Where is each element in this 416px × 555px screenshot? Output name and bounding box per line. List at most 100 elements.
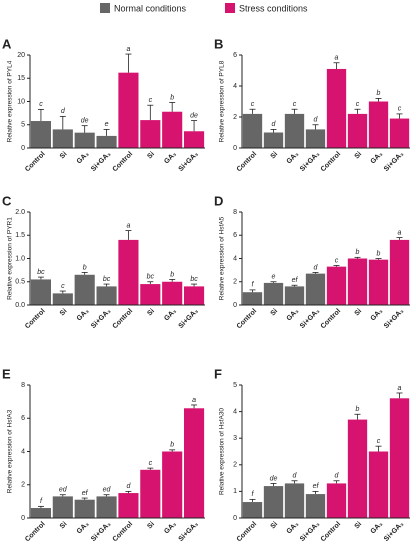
x-tick-label: Control [112, 521, 135, 544]
x-tick-label: Control [112, 308, 135, 331]
bar [242, 502, 263, 518]
bar [184, 286, 205, 305]
bar [118, 493, 139, 518]
bar [118, 239, 139, 305]
bar [52, 129, 73, 148]
legend-label: Normal conditions [114, 3, 187, 13]
y-tick-label: 3 [233, 435, 237, 442]
significance-letter: ed [103, 487, 112, 494]
significance-letter: f [252, 282, 255, 289]
significance-letter: ef [82, 490, 89, 497]
bar [52, 293, 73, 305]
panel-label: E [2, 366, 11, 381]
y-tick-label: 6 [21, 415, 25, 422]
significance-letter: e [272, 274, 276, 281]
bar [284, 286, 305, 305]
significance-letter: b [377, 90, 381, 97]
x-tick-label: Si [270, 521, 280, 531]
legend-label: Stress conditions [239, 3, 308, 13]
y-axis-title: Relative expression of PYR1 [7, 217, 14, 300]
significance-letter: bc [103, 276, 111, 283]
significance-letter: c [356, 101, 360, 108]
bar [162, 281, 183, 305]
y-axis-title: Relative expression of HsfA3 [7, 409, 14, 493]
significance-letter: a [192, 397, 196, 404]
x-tick-label: Si [59, 151, 69, 161]
significance-letter: de [270, 475, 278, 482]
x-tick-label: GA₃ [370, 308, 385, 323]
significance-letter: a [335, 55, 339, 62]
significance-letter: a [126, 46, 130, 53]
x-tick-label: Si+GA₃ [383, 308, 405, 330]
bar [326, 266, 347, 305]
bar [118, 72, 139, 148]
bar [305, 273, 326, 305]
y-tick-label: 0 [233, 145, 237, 152]
bar [184, 408, 205, 518]
bar [30, 121, 51, 148]
y-tick-label: 5 [21, 122, 25, 129]
panel-label: B [214, 36, 223, 51]
y-tick-label: 0.0 [15, 302, 25, 309]
bar [263, 132, 284, 148]
bar [368, 101, 389, 148]
y-tick-label: 6 [233, 232, 237, 239]
x-tick-label: GA₃ [76, 308, 91, 323]
y-tick-label: 0 [233, 515, 237, 522]
bar [184, 131, 205, 148]
significance-letter: c [335, 257, 339, 264]
bar [52, 496, 73, 518]
significance-letter: d [293, 473, 298, 480]
bar [30, 508, 51, 518]
significance-letter: c [149, 460, 153, 467]
y-tick-label: 6 [233, 52, 237, 59]
bar [162, 451, 183, 518]
y-tick-label: 1.0 [15, 255, 25, 262]
x-tick-label: Si [59, 521, 69, 531]
panel-label: D [214, 193, 223, 208]
y-tick-label: 5 [233, 382, 237, 389]
legend-swatch [225, 3, 235, 13]
x-tick-label: Control [236, 151, 259, 174]
panel-label: C [2, 193, 12, 208]
x-tick-label: GA₃ [370, 151, 385, 166]
significance-letter: b [377, 250, 381, 257]
significance-letter: d [61, 108, 66, 115]
bar [368, 451, 389, 518]
y-tick-label: 0 [21, 515, 25, 522]
bar [326, 68, 347, 148]
bar [242, 292, 263, 305]
bar [74, 274, 95, 305]
x-tick-label: Si [146, 521, 156, 531]
bar [263, 486, 284, 518]
bar [30, 279, 51, 305]
x-tick-label: Si [354, 521, 364, 531]
y-tick-label: 4 [233, 255, 237, 262]
x-tick-label: GA₃ [163, 308, 178, 323]
x-tick-label: GA₃ [286, 308, 301, 323]
bar [74, 132, 95, 148]
bar [284, 483, 305, 518]
bar [96, 286, 117, 305]
y-tick-label: 20 [17, 52, 25, 59]
y-tick-label: 15 [17, 75, 25, 82]
y-tick-label: 0 [21, 145, 25, 152]
y-axis-title: Relative expression of HsfA30 [219, 408, 226, 495]
significance-letter: a [398, 229, 402, 236]
bar [347, 113, 368, 148]
significance-letter: bc [37, 269, 45, 276]
bar [368, 259, 389, 305]
significance-letter: c [251, 101, 255, 108]
x-tick-label: Si+GA₃ [383, 521, 405, 543]
bar [389, 118, 410, 148]
x-tick-label: GA₃ [286, 151, 301, 166]
significance-letter: b [170, 94, 174, 101]
bar [96, 496, 117, 518]
y-axis-title: Relative expression of PYL8 [219, 60, 226, 142]
significance-letter: d [314, 264, 319, 271]
x-tick-label: Si+GA₃ [90, 308, 112, 330]
y-tick-label: 8 [21, 382, 25, 389]
bar [140, 284, 161, 305]
bar [74, 499, 95, 518]
